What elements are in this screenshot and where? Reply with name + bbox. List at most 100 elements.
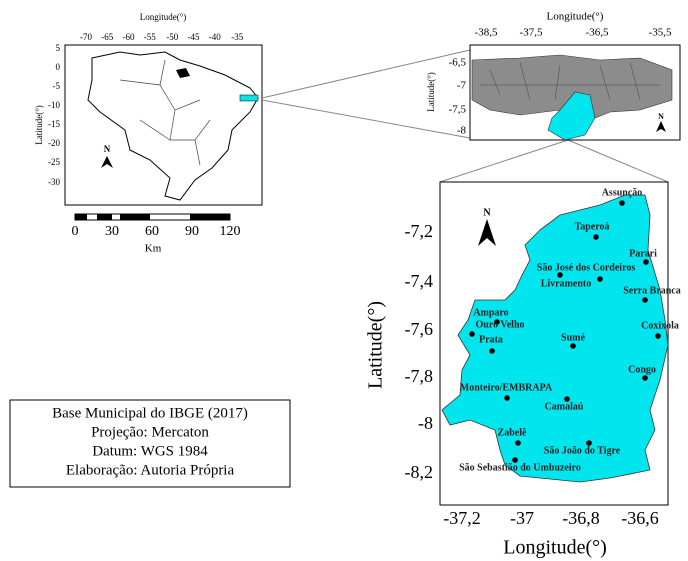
station-dot	[597, 276, 603, 282]
tick-label: -15	[48, 119, 60, 129]
station-dot	[512, 457, 518, 463]
credit-line: Base Municipal do IBGE (2017)	[52, 405, 248, 421]
station-label: São Sebastião do Umbuzeiro	[459, 462, 581, 473]
brazil-outline	[87, 51, 259, 201]
north-arrow	[101, 156, 113, 168]
highlight-mark	[176, 68, 190, 78]
station-dot	[593, 234, 599, 240]
y-axis-label: Latitude(°)	[34, 105, 44, 145]
credit-line: Projeção: Mercaton	[91, 424, 209, 440]
station-dot	[642, 375, 648, 381]
station-label: Ouro Velho	[476, 319, 525, 330]
station-dot	[570, 343, 576, 349]
tick-label: -65	[101, 32, 113, 42]
tick-label: -7,5	[449, 104, 467, 116]
north-arrow	[478, 219, 496, 246]
station-dot	[642, 297, 648, 303]
state-borders	[119, 59, 211, 166]
tick-label: 5	[56, 43, 61, 53]
tick-label: -60	[123, 32, 135, 42]
station-label: Assunção	[602, 187, 643, 198]
tick-label: -37	[510, 508, 534, 528]
station-label: Prata	[479, 334, 503, 345]
tick-label: 90	[185, 224, 199, 239]
station-label: Monteiro/EMBRAPA	[460, 382, 553, 393]
scale-bar	[74, 213, 231, 221]
station-dot	[564, 396, 570, 402]
tick-label: -36,8	[562, 508, 600, 528]
station-dot	[515, 440, 521, 446]
y-axis-label: Latitude(°)	[426, 72, 436, 112]
tick-label: -7,6	[405, 319, 434, 339]
paraiba-highlight	[239, 94, 259, 102]
station-dot	[504, 395, 510, 401]
credits: Base Municipal do IBGE (2017) Projeção: M…	[52, 405, 248, 478]
study-area-small	[547, 91, 596, 141]
tick-label: -38,5	[475, 27, 498, 39]
station-dot	[469, 331, 475, 337]
station-label: Serra Branca	[623, 285, 681, 296]
tick-label: -8	[418, 413, 433, 433]
x-axis-label: Longitude(°)	[503, 537, 607, 559]
tick-label: 120	[220, 224, 241, 239]
tick-label: -36,6	[621, 508, 659, 528]
y-axis-label: Latitude(°)	[365, 301, 387, 389]
x-axis-label: Longitude(°)	[140, 12, 187, 22]
x-axis-label: Longitude(°)	[547, 11, 604, 23]
station-dot	[557, 272, 563, 278]
tick-label: -6,5	[449, 57, 467, 69]
tick-label: 30	[105, 224, 119, 239]
credit-line: Datum: WGS 1984	[92, 443, 208, 459]
station-label: Amparo	[473, 307, 508, 318]
station-label: Taperoá	[574, 221, 609, 232]
tick-label: -8,2	[405, 462, 434, 482]
station-label: Livramento	[541, 278, 592, 289]
credit-line: Elaboração: Autoria Própria	[66, 462, 235, 478]
north-label: N	[658, 112, 664, 121]
tick-label: -20	[48, 138, 60, 148]
station-dot	[655, 333, 661, 339]
tick-label: -7	[457, 80, 467, 92]
tick-label: -70	[80, 32, 92, 42]
tick-label: 0	[72, 224, 79, 239]
station-label: São João do Tigre	[544, 445, 621, 456]
tick-label: -30	[48, 177, 60, 187]
tick-label: -7,8	[405, 366, 434, 386]
station-dot	[586, 440, 592, 446]
north-label: N	[104, 144, 111, 154]
station-dot	[643, 259, 649, 265]
station-label: Coxixola	[641, 320, 679, 331]
tick-label: -5	[53, 81, 61, 91]
connector-lines	[261, 49, 669, 183]
station-dot	[619, 200, 625, 206]
tick-label: -40	[209, 32, 221, 42]
tick-label: -45	[188, 32, 200, 42]
municipal-borders	[480, 61, 660, 101]
station-dot	[494, 319, 500, 325]
station-label: Congo	[628, 364, 656, 375]
station-label: Parari	[629, 248, 657, 259]
station-label: Zabelê	[498, 427, 527, 438]
scale-unit: Km	[145, 243, 162, 255]
north-label: N	[483, 207, 491, 218]
tick-label: -35	[231, 32, 243, 42]
tick-label: -25	[48, 157, 60, 167]
tick-label: 0	[56, 62, 61, 72]
tick-label: -10	[48, 100, 60, 110]
station-label: São José dos Cordeiros	[537, 262, 636, 273]
credits-box	[9, 399, 291, 488]
tick-label: -50	[166, 32, 178, 42]
tick-label: -7,4	[405, 271, 434, 291]
paraiba-shape	[471, 54, 673, 119]
tick-label: -35,5	[649, 27, 672, 39]
tick-label: 60	[145, 224, 159, 239]
station-label: Sumé	[561, 332, 585, 343]
tick-label: -36,5	[586, 27, 609, 39]
tick-label: -55	[144, 32, 156, 42]
tick-label: -37,5	[520, 27, 543, 39]
north-arrow	[656, 121, 666, 132]
tick-label: -7,2	[405, 221, 434, 241]
station-dot	[489, 348, 495, 354]
study-area	[441, 194, 669, 483]
